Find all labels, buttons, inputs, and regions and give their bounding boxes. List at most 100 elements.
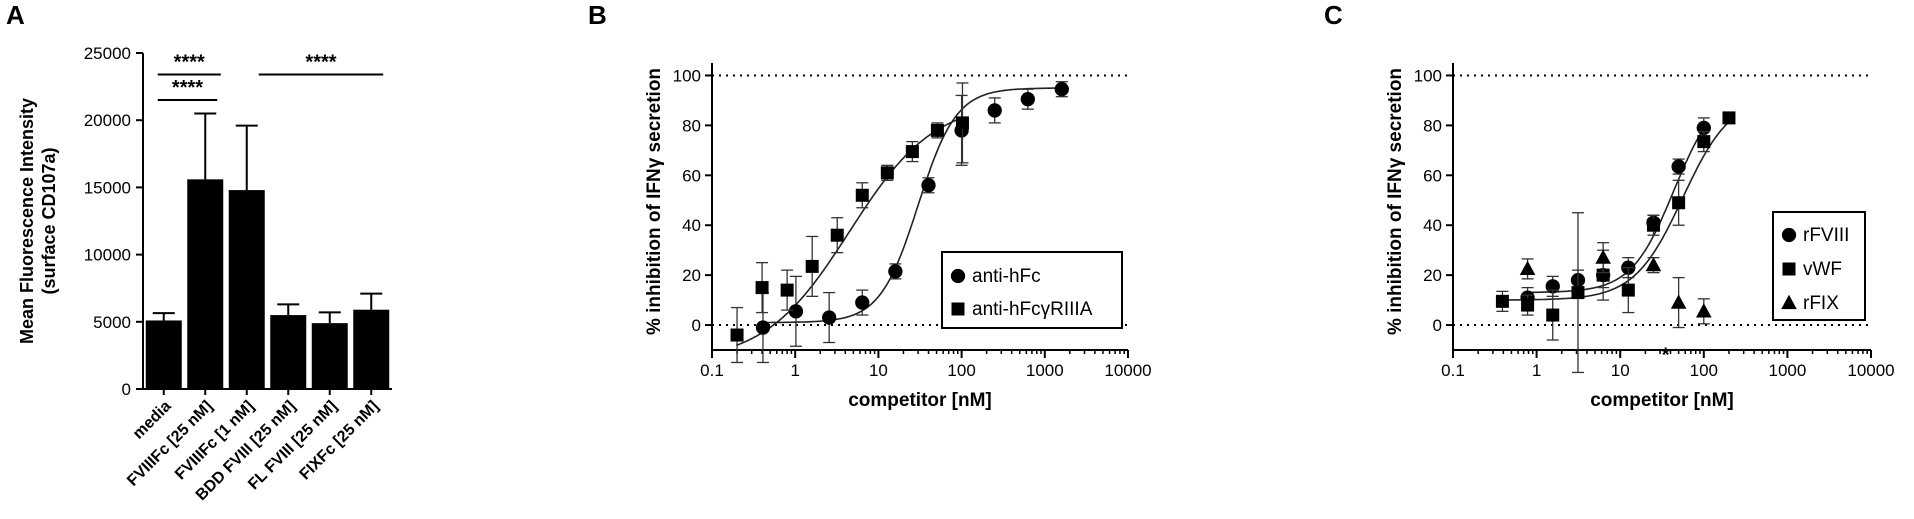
data-point-square [1521, 298, 1535, 312]
x-tick-label: 1000 [1768, 361, 1806, 380]
significance-label: **** [305, 52, 336, 74]
data-point-square [1546, 308, 1560, 322]
panel-a: A 0 5000 10000 15000 20000 25000 Mean Fluoresce… [6, 0, 392, 504]
fit-curve [736, 116, 964, 347]
data-point-square [905, 145, 919, 159]
bar [353, 309, 390, 389]
y-tick-label: 20000 [84, 111, 131, 130]
legend-label: vWF [1803, 259, 1842, 280]
bar [187, 179, 224, 389]
data-point-square [1646, 218, 1660, 232]
y-tick-label: 40 [682, 216, 701, 235]
data-point-circle [1671, 159, 1686, 174]
significance-label: **** [174, 52, 205, 74]
legend-marker-square [1782, 262, 1796, 276]
y-tick-label: 100 [1414, 66, 1442, 85]
data-point-circle [822, 310, 837, 325]
y-axis-title: % inhibition of IFNγ secretion [1385, 68, 1406, 335]
data-point-circle [755, 320, 771, 335]
x-tick-label: 10 [1611, 361, 1630, 380]
data-point-square [805, 259, 819, 273]
x-tick-label: 1 [1532, 361, 1541, 380]
data-point-circle [788, 304, 804, 319]
y-axis-title-line: Mean Fluorescence Intensity [17, 98, 37, 344]
bar [270, 315, 307, 389]
x-tick-label: 10000 [1104, 361, 1151, 380]
y-tick-label: 0 [122, 380, 131, 399]
data-point-circle [987, 103, 1002, 118]
legend-label: anti-hFcγRIIIA [972, 299, 1093, 320]
data-point-triangle [1595, 249, 1611, 264]
y-tick-label: 25000 [84, 44, 131, 63]
y-tick-label: 0 [692, 316, 701, 335]
x-tick-label: 10000 [1847, 361, 1894, 380]
data-point-circle [1054, 82, 1069, 97]
panel-letter-b: B [588, 0, 607, 30]
x-tick-label: 100 [1690, 361, 1718, 380]
y-tick-label: 15000 [84, 178, 131, 197]
data-point-square [755, 281, 769, 295]
fit-curve [762, 87, 1063, 324]
bar [145, 320, 182, 389]
y-tick-label: 100 [673, 66, 701, 85]
data-point-square [730, 328, 744, 342]
y-tick-label: 20 [1423, 266, 1442, 285]
y-axis-title: % inhibition of IFNγ secretion [644, 68, 665, 335]
data-point-triangle [1670, 294, 1687, 309]
y-tick-label: 80 [682, 116, 701, 135]
y-axis-title: Mean Fluorescence Intensity (surface CD10… [17, 98, 59, 344]
data-point-square [780, 283, 794, 297]
legend-label: anti-hFc [972, 266, 1041, 287]
data-point-square [880, 166, 894, 180]
y-tick-label: 0 [1433, 316, 1442, 335]
legend-marker-circle [950, 268, 966, 284]
x-tick-label: 0.1 [1441, 361, 1465, 380]
significance-annotation: * [1662, 345, 1670, 367]
y-tick-label: 20 [682, 266, 701, 285]
x-tick-label: 1 [790, 361, 799, 380]
legend-box [941, 251, 1123, 329]
data-point-circle [921, 178, 936, 193]
bar [311, 323, 348, 389]
data-point-triangle [1519, 260, 1536, 276]
panel-letter-c: C [1324, 0, 1343, 30]
data-point-square [1672, 196, 1686, 210]
data-point-triangle [1696, 303, 1712, 318]
x-axis-title: competitor [nM] [848, 390, 992, 411]
data-point-square [1571, 286, 1585, 300]
legend-label: rFVIII [1803, 225, 1849, 246]
data-point-circle [1020, 92, 1035, 107]
x-tick-label: 1000 [1026, 361, 1064, 380]
legend-marker-square [951, 302, 965, 316]
legend-marker-circle [1781, 227, 1797, 243]
data-point-square [1722, 111, 1736, 125]
data-point-square [1697, 135, 1711, 149]
data-point-square [855, 188, 869, 202]
legend-marker-triangle [1781, 294, 1797, 310]
panel-c: C 0 20 40 60 80 100 0.1 1 10 100 1000 10000 competito… [1324, 0, 1895, 411]
y-axis-title-line: (surface CD107a) [39, 147, 59, 294]
y-tick-label: 40 [1423, 216, 1442, 235]
y-tick-label: 60 [1423, 166, 1442, 185]
data-point-square [1621, 283, 1635, 297]
panel-b: B 0 20 40 60 80 100 0.1 1 10 100 1000 10000 competito… [588, 0, 1152, 411]
significance-label: **** [172, 77, 203, 99]
data-point-square [830, 228, 844, 242]
y-tick-label: 60 [682, 166, 701, 185]
fit-curve [1501, 120, 1731, 301]
data-point-square [955, 116, 969, 130]
data-point-square [1495, 294, 1509, 308]
data-point-circle [888, 264, 903, 279]
bar [228, 190, 265, 389]
panel-letter-a: A [6, 0, 25, 30]
x-tick-label: 10 [869, 361, 888, 380]
data-point-square [1596, 268, 1610, 282]
legend-label: rFIX [1803, 293, 1839, 314]
y-tick-label: 5000 [93, 313, 131, 332]
data-point-triangle [1645, 256, 1662, 272]
data-point-square [930, 123, 944, 137]
x-tick-label: 100 [947, 361, 975, 380]
x-tick-label: 0.1 [700, 361, 724, 380]
x-axis-title: competitor [nM] [1590, 390, 1734, 411]
